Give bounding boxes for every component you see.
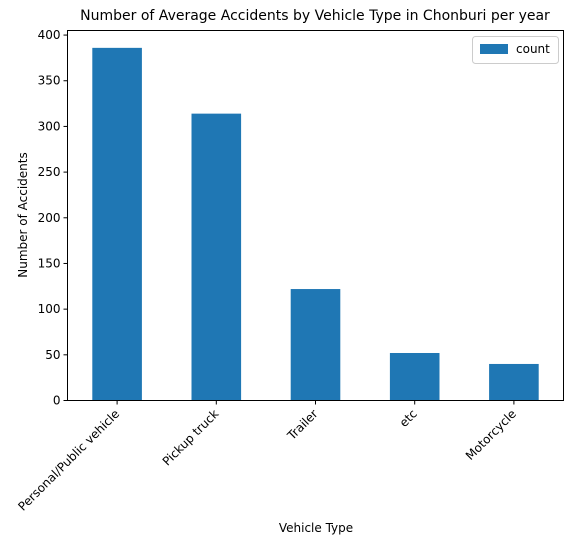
x-tick-label: Pickup truck	[160, 407, 222, 469]
y-tick-label: 150	[38, 256, 61, 270]
bar	[92, 47, 142, 401]
bars	[92, 47, 539, 401]
y-tick-label: 50	[45, 348, 60, 362]
y-tick-label: 400	[38, 28, 61, 42]
legend-swatch	[480, 44, 508, 54]
y-axis-ticks: 0 50 100 150 200 250 300 350 400	[38, 28, 68, 408]
y-tick-label: 200	[38, 211, 61, 225]
bar	[389, 352, 440, 401]
x-axis-ticks: Personal/Public vehicle Pickup truck Trail…	[15, 400, 519, 514]
x-tick-label: etc	[397, 407, 420, 430]
legend: count	[472, 36, 559, 64]
y-tick-label: 300	[38, 119, 61, 133]
legend-frame	[472, 36, 559, 64]
bar	[191, 113, 242, 401]
plot-frame	[67, 30, 564, 401]
y-tick-label: 100	[38, 302, 61, 316]
y-axis-label: Number of Accidents	[16, 152, 30, 278]
y-tick-label: 250	[38, 165, 61, 179]
x-axis-label: Vehicle Type	[279, 521, 353, 535]
x-tick-label: Trailer	[284, 407, 321, 444]
y-tick-label: 0	[53, 394, 61, 408]
bar	[290, 289, 341, 401]
x-tick-label: Motorcycle	[463, 407, 519, 463]
legend-series-label: count	[516, 42, 550, 56]
y-tick-label: 350	[38, 74, 61, 88]
x-tick-label: Personal/Public vehicle	[15, 407, 122, 514]
bar	[489, 363, 539, 401]
chart-title: Number of Average Accidents by Vehicle T…	[80, 8, 550, 24]
